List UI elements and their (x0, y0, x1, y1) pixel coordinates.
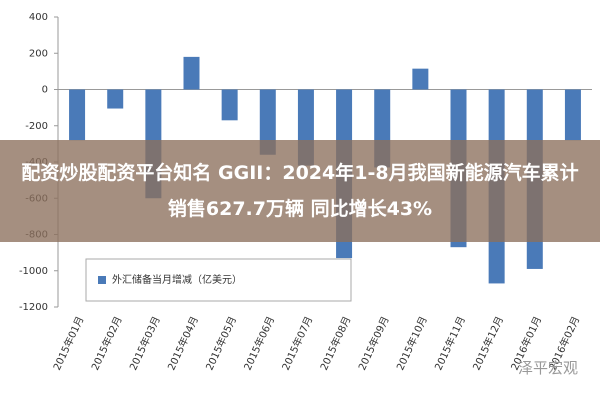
overlay-text: 配资炒股配资平台知名 GGII：2024年1-8月我国新能源汽车累计销售627.… (21, 162, 579, 220)
y-tick-label: 200 (29, 48, 48, 59)
legend-box (85, 258, 352, 302)
x-tick-label: 2015年10月 (393, 314, 429, 372)
x-tick-label: 2015年08月 (317, 314, 353, 372)
x-tick-label: 2015年04月 (165, 314, 201, 372)
bar (69, 89, 86, 141)
x-tick-label: 2015年02月 (88, 314, 124, 372)
bar (183, 56, 200, 90)
bar (107, 89, 124, 109)
x-tick-label: 2015年09月 (355, 314, 391, 372)
x-tick-label: 2015年07月 (279, 314, 315, 372)
bar (221, 89, 238, 121)
y-tick-label: 0 (42, 85, 48, 96)
x-tick-label: 2015年06月 (241, 314, 277, 372)
y-tick-label: -1000 (19, 266, 48, 277)
y-tick-label: -200 (25, 121, 48, 132)
bar (259, 89, 276, 155)
y-tick-label: 400 (29, 12, 48, 23)
x-tick-label: 2015年05月 (203, 314, 239, 372)
bar (564, 89, 581, 141)
overlay-banner: 配资炒股配资平台知名 GGII：2024年1-8月我国新能源汽车累计销售627.… (0, 140, 600, 242)
legend-label: 外汇储备当月增减（亿美元） (112, 273, 242, 286)
x-tick-label: 2015年12月 (470, 314, 506, 372)
x-tick-label: 2015年11月 (432, 314, 468, 372)
x-tick-label: 2015年03月 (126, 314, 162, 372)
x-tick-label: 2015年01月 (50, 314, 86, 372)
legend-marker (98, 276, 106, 284)
y-tick-label: -1200 (19, 302, 48, 313)
bar (412, 68, 429, 90)
watermark: 泽平宏观 (517, 359, 578, 377)
